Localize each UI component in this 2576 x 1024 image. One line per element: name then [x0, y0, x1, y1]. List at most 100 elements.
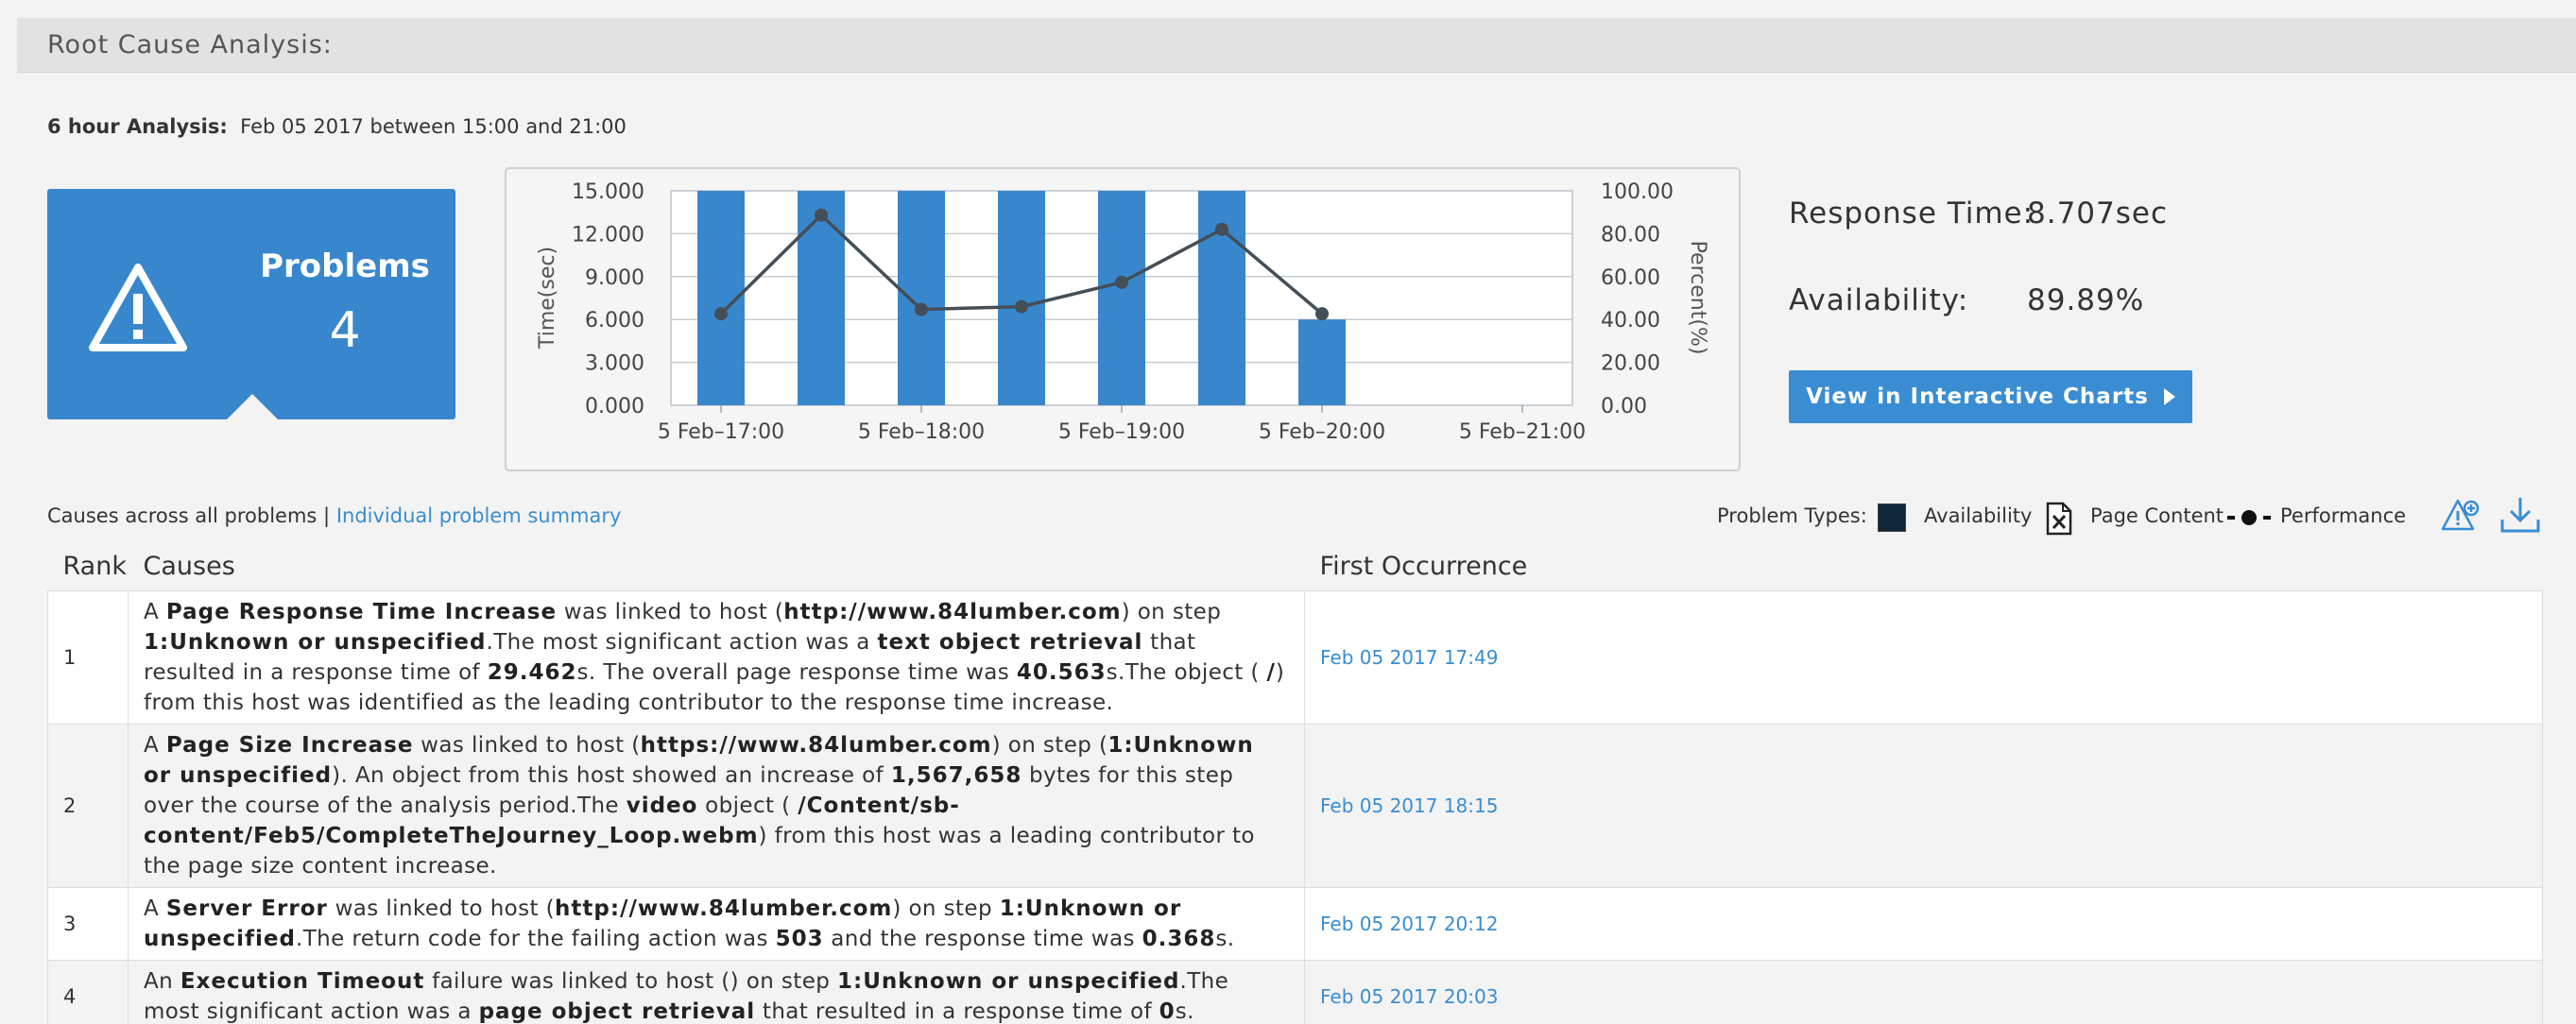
cause-cell: A Page Size Increase was linked to host …	[128, 723, 1305, 888]
cause-text: and the response time was	[823, 926, 1142, 951]
cause-emphasis: text object retrieval	[877, 629, 1143, 655]
availability-label: Availability:	[1789, 283, 1969, 317]
cause-emphasis: 1:Unknown or unspecified	[144, 896, 1182, 951]
first-occurrence-link[interactable]: Feb 05 2017 17:49	[1304, 589, 2543, 725]
chart-bar	[998, 191, 1045, 405]
cause-text: that resulted in a response time of	[755, 998, 1159, 1024]
cause-emphasis: /	[1266, 659, 1276, 685]
availability-value: 89.89%	[2027, 283, 2145, 317]
causes-table: Rank Causes First Occurrence 1 A Page Re…	[47, 543, 2543, 1024]
chart-bar	[1298, 319, 1346, 405]
y2-tick-label: 40.00	[1601, 309, 1660, 333]
x-tick-label: 5 Feb–21:00	[1459, 420, 1586, 444]
problems-summary-box[interactable]: Problems 4	[47, 189, 455, 419]
first-occurrence-link[interactable]: Feb 05 2017 20:03	[1304, 959, 2543, 1024]
cause-emphasis: Server Error	[165, 896, 328, 921]
header-bar: Root Cause Analysis:	[17, 18, 2576, 73]
rank-cell: 3	[47, 886, 129, 961]
cause-cell: A Server Error was linked to host (http:…	[128, 886, 1305, 961]
cause-cell: A Page Response Time Increase was linked…	[128, 589, 1305, 725]
individual-summary-link[interactable]: Individual problem summary	[335, 504, 622, 527]
cause-text: .The most significant action was a	[486, 629, 878, 655]
cause-text: was linked to host (	[557, 599, 784, 624]
legend-page-content: Page Content	[2090, 504, 2224, 527]
page-title: Root Cause Analysis:	[47, 30, 333, 60]
cause-cell: An Execution Timeout failure was linked …	[128, 959, 1305, 1024]
cause-emphasis: 29.462	[487, 659, 577, 685]
y-tick-label: 9.000	[585, 266, 644, 290]
y2-tick-label: 100.00	[1601, 180, 1674, 204]
problems-count: 4	[329, 302, 361, 359]
cause-text: ) on step	[892, 896, 1000, 921]
x-tick-label: 5 Feb–17:00	[658, 420, 784, 444]
cause-text: ) from this host was a leading contribut…	[144, 823, 1255, 879]
cause-emphasis: page object retrieval	[478, 998, 756, 1024]
warning-triangle-icon	[89, 264, 187, 351]
first-occurrence-link[interactable]: Feb 05 2017 18:15	[1304, 723, 2543, 888]
y2-tick-label: 80.00	[1601, 223, 1660, 247]
cause-text: A	[144, 599, 166, 624]
performance-point	[915, 302, 928, 316]
chart-bar	[898, 191, 945, 405]
cause-text: ). An object from this host showed an in…	[332, 762, 891, 788]
cause-emphasis: 40.563	[1016, 659, 1107, 685]
chart-bar	[798, 191, 845, 405]
y2-tick-label: 20.00	[1601, 352, 1660, 376]
cause-text: bytes for this step over the course of t…	[144, 762, 1234, 818]
cause-text: A	[144, 896, 166, 921]
x-tick-label: 5 Feb–18:00	[858, 420, 985, 444]
time-percent-chart: 0.000 3.000 6.000 9.000 12.000 15.000 0.00 20.0…	[536, 180, 1709, 444]
y-axis-label: Time(sec)	[536, 247, 559, 350]
legend-performance: Performance	[2280, 504, 2407, 527]
cause-emphasis: 503	[775, 926, 824, 951]
x-tick-label: 5 Feb–20:00	[1259, 420, 1385, 444]
y2-tick-label: 0.00	[1601, 395, 1647, 418]
cause-emphasis: 1:Unknown or unspecified	[144, 629, 487, 655]
response-time-metric: Response Time: 8.707sec	[1789, 196, 2167, 230]
analysis-period: 6 hour Analysis: Feb 05 2017 between 15:…	[47, 115, 627, 138]
performance-line-icon	[2227, 510, 2271, 525]
problems-label: Problems	[260, 247, 430, 285]
header-first-occurrence: First Occurrence	[1304, 543, 2543, 591]
performance-point	[1215, 222, 1228, 236]
rank-cell: 4	[47, 959, 129, 1024]
y2-tick-label: 60.00	[1601, 266, 1660, 290]
response-time-value: 8.707sec	[2027, 196, 2169, 230]
y-tick-label: 12.000	[572, 223, 644, 247]
chart-panel: 0.000 3.000 6.000 9.000 12.000 15.000 0.00 20.0…	[505, 167, 1741, 471]
performance-point	[1315, 307, 1329, 321]
download-icon[interactable]	[2499, 495, 2541, 535]
table-row: 3 A Server Error was linked to host (htt…	[47, 886, 2543, 961]
performance-point	[714, 307, 728, 321]
cause-emphasis: http://www.84lumber.com	[783, 599, 1122, 624]
analysis-value: Feb 05 2017 between 15:00 and 21:00	[240, 115, 627, 138]
header-causes: Causes	[128, 543, 1305, 591]
toggle-separator: |	[323, 504, 331, 527]
y-tick-label: 3.000	[585, 352, 644, 376]
table-row: 1 A Page Response Time Increase was link…	[47, 589, 2543, 725]
rank-cell: 1	[47, 589, 129, 725]
cause-text: was linked to host (	[327, 896, 556, 921]
analysis-label: 6 hour Analysis:	[47, 115, 228, 138]
cause-emphasis: 1,567,658	[890, 762, 1022, 788]
first-occurrence-link[interactable]: Feb 05 2017 20:12	[1304, 886, 2543, 961]
cause-emphasis: Page Response Time Increase	[165, 599, 558, 624]
cause-text: ) from this host was identified as the l…	[144, 659, 1285, 715]
view-button-label: View in Interactive Charts	[1806, 384, 2149, 409]
performance-point	[1115, 275, 1128, 289]
x-tick-label: 5 Feb–19:00	[1058, 420, 1185, 444]
problem-types-label: Problem Types:	[1717, 504, 1867, 527]
cause-text: s.The object (	[1106, 659, 1267, 685]
availability-square-icon	[1878, 503, 1906, 532]
cause-text: ) on step	[1121, 599, 1222, 624]
y-tick-label: 15.000	[572, 180, 644, 204]
header-rank: Rank	[47, 543, 129, 591]
cause-text: s.	[1175, 998, 1194, 1024]
cause-text: A	[144, 732, 166, 758]
cause-emphasis: 1:Unknown or unspecified	[144, 732, 1254, 788]
add-alert-icon[interactable]	[2441, 497, 2481, 533]
view-interactive-charts-button[interactable]: View in Interactive Charts	[1789, 370, 2192, 423]
y2-axis-label: Percent(%)	[1686, 241, 1709, 355]
table-row: 2 A Page Size Increase was linked to hos…	[47, 723, 2543, 888]
play-arrow-icon	[2163, 388, 2175, 405]
